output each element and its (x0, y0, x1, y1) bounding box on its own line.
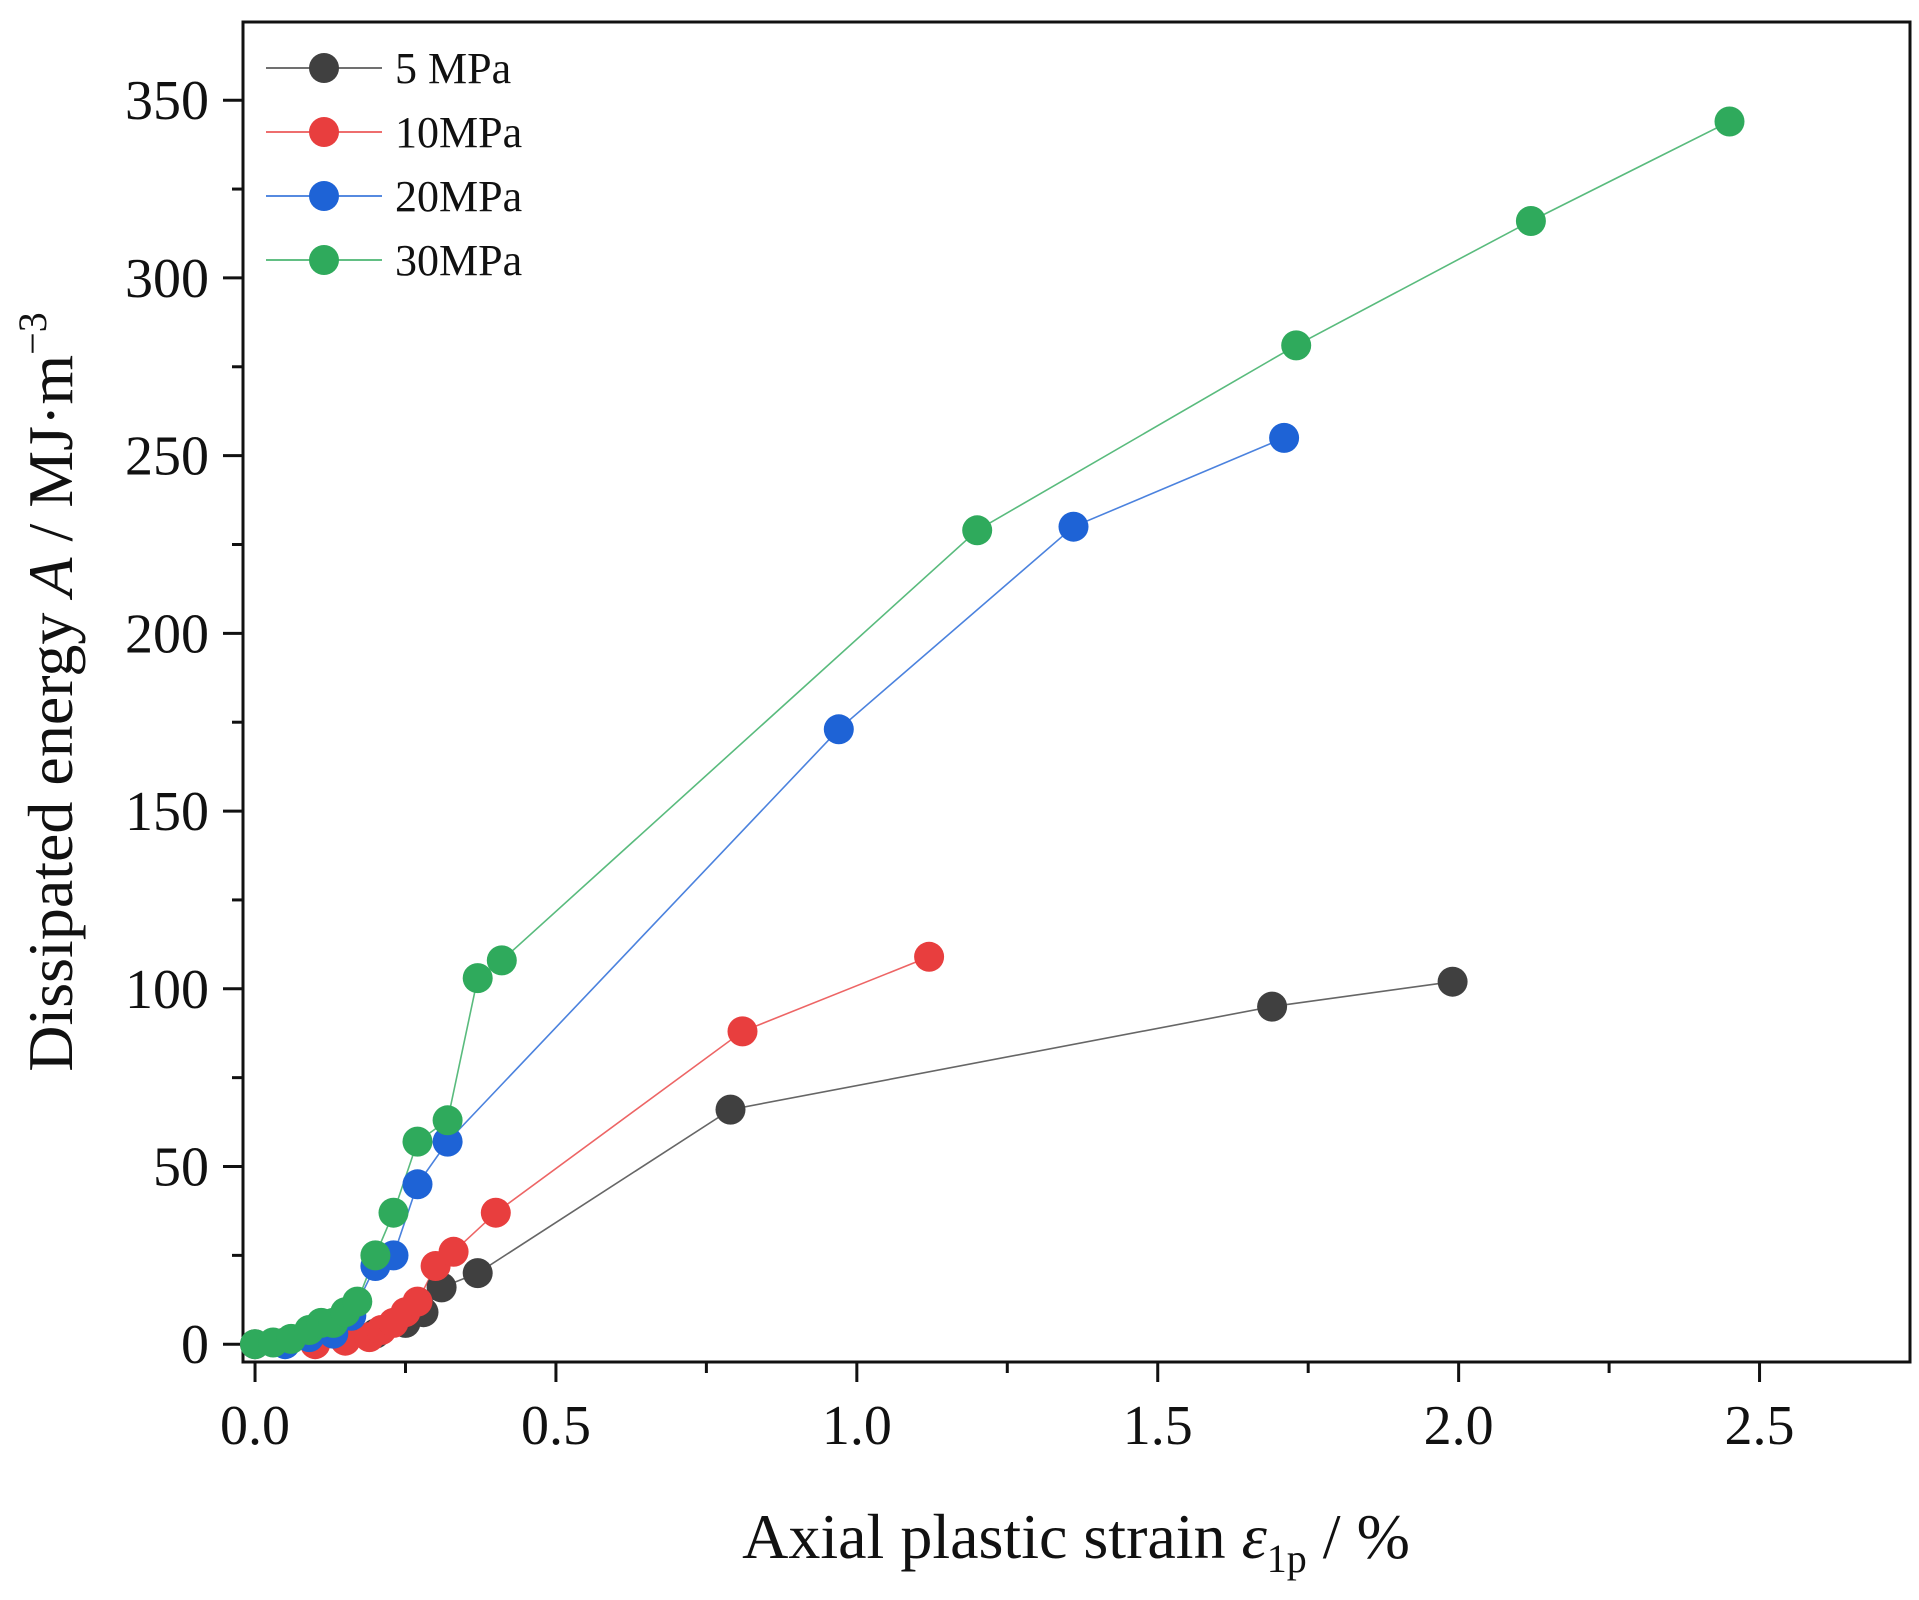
x-axis-title-symbol: ε (1242, 1501, 1268, 1572)
data-point-series-4 (1281, 330, 1312, 361)
legend-label-4: 30MPa (395, 236, 522, 285)
y-tick-label: 200 (125, 603, 209, 665)
y-tick-label: 150 (125, 781, 209, 843)
x-tick-label: 2.0 (1424, 1395, 1494, 1457)
x-axis-title-prefix: Axial plastic strain (742, 1501, 1241, 1572)
y-tick-label: 50 (153, 1137, 209, 1199)
y-tick-label: 350 (125, 70, 209, 132)
data-point-series-2 (402, 1286, 433, 1317)
data-point-series-1 (462, 1258, 493, 1289)
data-point-series-4 (342, 1286, 373, 1317)
plot-frame (241, 20, 1912, 1364)
legend-label-3: 20MPa (395, 172, 522, 221)
y-tick-label: 250 (125, 426, 209, 488)
data-point-series-4 (486, 945, 517, 976)
legend-marker-3 (309, 181, 339, 211)
data-point-series-4 (360, 1240, 391, 1271)
x-axis-title: Axial plastic strain ε1p / % (742, 1501, 1410, 1581)
data-point-series-2 (438, 1236, 469, 1267)
legend-marker-4 (309, 245, 339, 275)
y-axis-title-prefix: Dissipated energy (15, 597, 86, 1072)
data-point-series-1 (1437, 966, 1468, 997)
data-point-series-4 (1714, 106, 1745, 137)
x-tick-label: 1.5 (1123, 1395, 1193, 1457)
series-points (240, 106, 1745, 1360)
data-point-series-3 (1269, 422, 1300, 453)
data-point-series-3 (432, 1126, 463, 1157)
y-tick-label: 100 (125, 959, 209, 1021)
y-axis-title-symbol: A (15, 557, 86, 601)
y-tick-label: 300 (125, 248, 209, 310)
data-point-series-3 (402, 1169, 433, 1200)
series-lines (254, 120, 1730, 1345)
y-axis-title-unit: / MJ·m (15, 355, 86, 558)
y-axis-title-superscript: −3 (10, 312, 55, 355)
x-axis-title-suffix: / % (1307, 1501, 1410, 1572)
legend-marker-2 (309, 117, 339, 147)
data-point-series-4 (402, 1126, 433, 1157)
x-tick-label: 0.5 (521, 1395, 591, 1457)
data-point-series-4 (1515, 206, 1546, 236)
x-tick-label: 0.0 (220, 1395, 290, 1457)
x-tick-label: 2.5 (1725, 1395, 1795, 1457)
axis-ticks: 0.0 0.5 1.0 1.5 2.0 2.5 0 50 100 150 200 250 300 350 (125, 70, 1795, 1457)
data-point-series-2 (480, 1197, 511, 1228)
data-point-series-2 (727, 1016, 758, 1047)
x-tick-label: 1.0 (822, 1395, 892, 1457)
legend: 5 MPa 10MPa 20MPa 30MPa (266, 44, 522, 285)
x-axis-title-subscript: 1p (1267, 1536, 1307, 1581)
series-line-4 (254, 120, 1730, 1345)
data-point-series-4 (378, 1197, 409, 1228)
data-point-series-4 (432, 1105, 463, 1136)
data-point-series-1 (715, 1094, 746, 1125)
legend-label-2: 10MPa (395, 108, 522, 157)
data-point-series-1 (1257, 991, 1288, 1022)
y-axis-title: Dissipated energy A / MJ·m−3 (10, 312, 86, 1072)
data-point-series-4 (962, 515, 993, 546)
data-point-series-2 (914, 941, 945, 972)
y-tick-label: 0 (181, 1314, 209, 1376)
data-point-series-3 (1058, 511, 1089, 542)
data-point-series-3 (823, 714, 854, 745)
data-point-series-4 (462, 963, 493, 994)
series-line-3 (284, 437, 1285, 1345)
legend-marker-1 (309, 53, 339, 83)
legend-label-1: 5 MPa (395, 44, 511, 93)
